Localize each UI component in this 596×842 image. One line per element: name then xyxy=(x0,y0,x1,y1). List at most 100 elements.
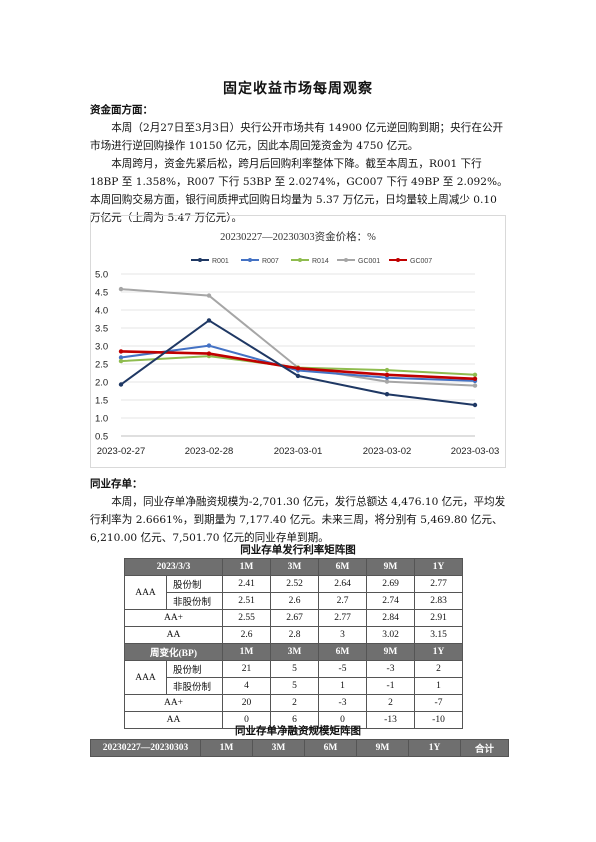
table-cell: 0 xyxy=(318,711,367,729)
y-tick-label: 2.5 xyxy=(95,360,108,371)
flow-header-date: 20230227—20230303 xyxy=(90,739,201,757)
y-tick-label: 1.5 xyxy=(95,396,108,407)
table-cell: 2 xyxy=(414,660,463,678)
rate-aaa-label: AAA xyxy=(124,575,167,610)
flow-header-9m: 9M xyxy=(356,739,409,757)
rate-table-caption: 同业存单发行利率矩阵图 xyxy=(240,544,356,556)
rate-matrix-table: 2023/3/3 1M 3M 6M 9M 1Y AAA 股份制 2.41 2.5… xyxy=(124,558,463,729)
legend-label: R001 xyxy=(212,258,229,265)
x-tick-label: 2023-02-28 xyxy=(185,446,234,457)
data-point xyxy=(472,376,478,381)
table-cell: 2.67 xyxy=(270,609,319,627)
change-row-label: AA+ xyxy=(124,694,223,712)
rate-header-date: 2023/3/3 xyxy=(124,558,223,576)
data-point xyxy=(118,349,124,354)
rate-header-3m: 3M xyxy=(270,558,319,576)
table-cell: 20 xyxy=(222,694,271,712)
y-tick-label: 4.0 xyxy=(95,306,108,317)
x-tick-label: 2023-03-01 xyxy=(274,446,323,457)
rate-row-label: AA xyxy=(124,626,223,644)
table-cell: -3 xyxy=(366,660,415,678)
table-cell: 3.02 xyxy=(366,626,415,644)
series-line-r001 xyxy=(120,319,476,406)
change-aaa-label: AAA xyxy=(124,660,167,695)
rate-header-1m: 1M xyxy=(222,558,271,576)
table-cell: 2.77 xyxy=(414,575,463,593)
table-row: AAA 股份制 2.41 2.52 2.64 2.69 2.77 xyxy=(124,575,463,610)
legend-label: GC007 xyxy=(410,258,432,265)
table-cell: 2.7 xyxy=(318,592,367,610)
data-point xyxy=(206,293,212,298)
table-row: AA 2.6 2.8 3 3.02 3.15 xyxy=(124,626,463,644)
data-point xyxy=(295,373,301,379)
table-row: AA+ 20 2 -3 2 -7 xyxy=(124,694,463,712)
flow-header-1m: 1M xyxy=(200,739,253,757)
rate-header-9m: 9M xyxy=(366,558,415,576)
rate-sub-label: 股份制 xyxy=(166,575,223,593)
data-point xyxy=(384,392,390,397)
y-tick-label: 2.0 xyxy=(95,378,108,389)
table-cell: 5 xyxy=(270,660,319,678)
change-header-9m: 9M xyxy=(366,643,415,661)
rate-header-1y: 1Y xyxy=(414,558,463,576)
y-tick-label: 5.0 xyxy=(95,270,108,281)
legend-label: GC001 xyxy=(358,258,380,265)
rate-row-label: AA+ xyxy=(124,609,223,627)
funding-rate-chart: 20230227—20230303资金价格：% 0.5 1.0 1.5 2.0 2.5 3.… xyxy=(90,215,506,468)
data-point xyxy=(118,355,124,360)
flow-header-1y: 1Y xyxy=(408,739,461,757)
data-point xyxy=(206,318,212,323)
table-cell: 4 xyxy=(222,677,271,695)
change-header-3m: 3M xyxy=(270,643,319,661)
table-row: 非股份制 4 5 1 -1 1 xyxy=(125,677,463,695)
table-cell: -3 xyxy=(318,694,367,712)
legend-marker xyxy=(344,258,348,262)
flow-table-caption: 同业存单净融资规模矩阵图 xyxy=(235,725,361,737)
data-point xyxy=(472,372,478,377)
table-cell: -1 xyxy=(366,677,415,695)
table-row: AA 0 6 0 -13 -10 xyxy=(124,711,463,729)
flow-header-6m: 6M xyxy=(304,739,357,757)
change-header-label: 周变化(BP) xyxy=(124,643,223,661)
legend-label: R007 xyxy=(262,258,279,265)
data-point xyxy=(384,379,390,384)
x-tick-label: 2023-03-02 xyxy=(363,446,412,457)
funds-heading: 资金面方面： xyxy=(90,104,153,116)
table-cell: 2.91 xyxy=(414,609,463,627)
data-point xyxy=(472,402,478,408)
table-cell: -7 xyxy=(414,694,463,712)
table-cell: 2.74 xyxy=(366,592,415,610)
table-cell: -5 xyxy=(318,660,367,678)
ncd-paragraph: 本周，同业存单净融资规模为-2,701.30 亿元，发行总额达 4,476.10… xyxy=(90,496,506,544)
table-cell: 2.64 xyxy=(318,575,367,593)
chart-canvas: 20230227—20230303资金价格：% 0.5 1.0 1.5 2.0 2.5 3.… xyxy=(95,230,499,457)
rate-header-6m: 6M xyxy=(318,558,367,576)
page-title: 固定收益市场每周观察 xyxy=(223,81,373,97)
data-point xyxy=(118,286,124,292)
legend-marker xyxy=(298,258,302,262)
data-point xyxy=(118,382,124,387)
flow-header-3m: 3M xyxy=(252,739,305,757)
table-cell: 2.6 xyxy=(270,592,319,610)
change-header-6m: 6M xyxy=(318,643,367,661)
data-point xyxy=(295,366,301,371)
table-cell: 2.52 xyxy=(270,575,319,593)
table-cell: 1 xyxy=(414,677,463,695)
table-cell: 2.84 xyxy=(366,609,415,627)
table-cell: 2.55 xyxy=(222,609,271,627)
chart-title: 20230227—20230303资金价格：% xyxy=(220,230,376,243)
data-point xyxy=(472,383,478,388)
table-cell: 2 xyxy=(270,694,319,712)
table-cell: -10 xyxy=(414,711,463,729)
table-row: AA+ 2.55 2.67 2.77 2.84 2.91 xyxy=(124,609,463,627)
y-tick-label: 1.0 xyxy=(95,414,108,425)
table-cell: 3 xyxy=(318,626,367,644)
table-cell: 3.15 xyxy=(414,626,463,644)
x-tick-label: 2023-02-27 xyxy=(97,446,146,457)
legend-marker xyxy=(198,258,202,262)
y-tick-label: 3.0 xyxy=(95,342,108,353)
net-financing-table: 20230227—20230303 1M 3M 6M 9M 1Y 合计 xyxy=(90,739,509,757)
legend-label: R014 xyxy=(312,258,329,265)
table-cell: 2.6 xyxy=(222,626,271,644)
